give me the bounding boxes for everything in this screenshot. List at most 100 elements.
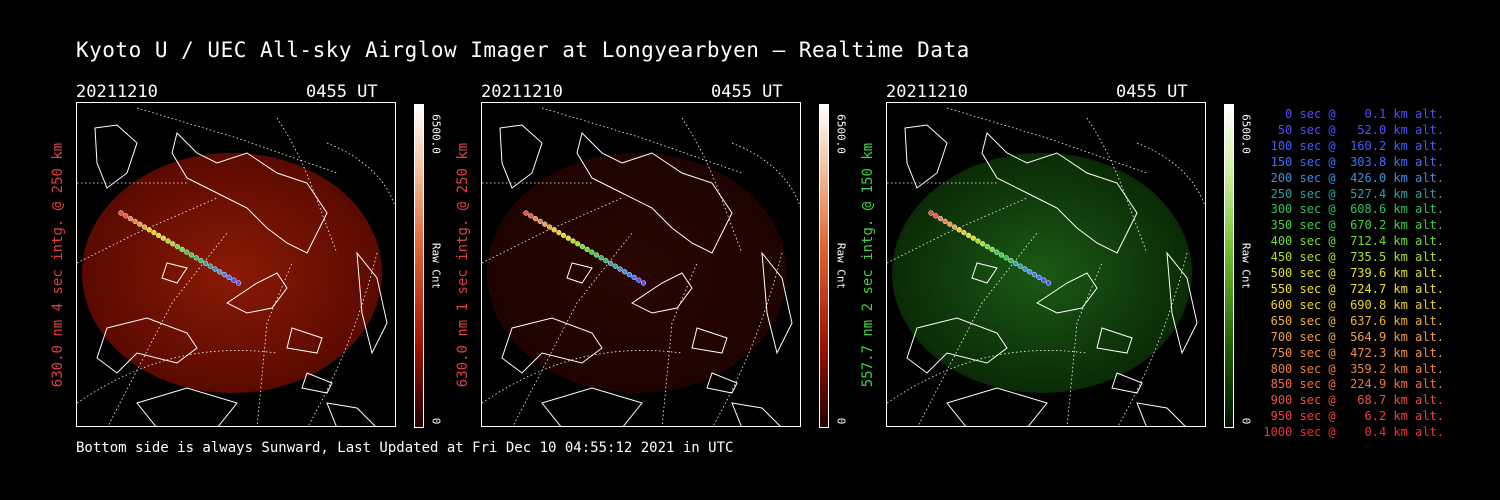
panel-date: 20211210 [76, 82, 158, 102]
colorbar-max-label: 6500.0 [834, 114, 848, 154]
legend-item: 350 sec @ 670.2 km alt. [1263, 218, 1444, 233]
coastline [731, 402, 781, 426]
trajectory-point [207, 263, 213, 269]
trajectory-point [165, 238, 171, 244]
trajectory-legend: 0 sec @ 0.1 km alt. 50 sec @ 52.0 km alt… [1262, 107, 1444, 441]
trajectory-point [127, 215, 134, 222]
trajectory-point [622, 269, 628, 275]
trajectory-point [1031, 271, 1038, 278]
graticule-line [731, 142, 800, 208]
trajectory-point [631, 274, 637, 281]
legend-item: 600 sec @ 690.8 km alt. [1263, 297, 1444, 312]
panel-time: 0455 UT [306, 82, 378, 102]
trajectory-point [947, 221, 953, 227]
coastline [1136, 402, 1186, 426]
coastline [906, 317, 1008, 374]
coastline [1166, 251, 1198, 355]
trajectory-point [961, 229, 967, 236]
graticule-line [541, 107, 743, 174]
panel-side-label: 630.0 nm 4 sec intg. @ 250 km [50, 142, 66, 387]
trajectory-point [579, 243, 586, 250]
page-title: Kyoto U / UEC All-sky Airglow Imager at … [76, 38, 970, 62]
coastline [761, 251, 793, 355]
trajectory-point [542, 221, 548, 227]
colorbar [819, 104, 829, 428]
coastline [326, 402, 376, 426]
panel-side-label: 557.7 nm 2 sec intg. @ 150 km [860, 142, 876, 387]
graticule-line [917, 232, 1038, 426]
trajectory-point [937, 215, 944, 222]
legend-item: 850 sec @ 224.9 km alt. [1263, 377, 1444, 392]
graticule-line [107, 232, 228, 426]
coastline [946, 387, 1048, 426]
trajectory-point [626, 271, 633, 278]
trajectory-point [155, 232, 162, 239]
legend-item: 100 sec @ 160.2 km alt. [1263, 138, 1444, 153]
trajectory-point [174, 243, 181, 250]
trajectory-point [994, 249, 1000, 255]
trajectory-point [1041, 277, 1047, 283]
graticule-line [887, 197, 1028, 264]
legend-item: 1000 sec @ 0.4 km alt. [1263, 425, 1444, 440]
allsky-image [76, 102, 396, 427]
coastline [499, 124, 543, 189]
graticule-line [136, 107, 338, 174]
colorbar-max-label: 6500.0 [1239, 114, 1253, 154]
sky-glow [82, 153, 382, 393]
trajectory-point [556, 229, 562, 236]
trajectory-point [179, 246, 185, 253]
trajectory-point [951, 224, 958, 230]
coastline [356, 251, 388, 355]
coastline [161, 262, 188, 284]
trajectory-point [575, 241, 581, 247]
trajectory-point [928, 210, 934, 216]
legend-item: 250 sec @ 527.4 km alt. [1263, 186, 1444, 201]
panel-date: 20211210 [481, 82, 563, 102]
trajectory-point [221, 271, 228, 278]
trajectory-point [617, 266, 623, 272]
coastline [981, 132, 1138, 254]
trajectory-point [193, 255, 199, 261]
allsky-image [886, 102, 1206, 427]
graticule-line [512, 232, 633, 426]
legend-item: 900 sec @ 68.7 km alt. [1263, 393, 1444, 408]
trajectory-point [523, 210, 529, 216]
coastline [691, 327, 728, 354]
trajectory-point [603, 257, 609, 264]
trajectory-point [989, 246, 995, 253]
legend-item: 450 sec @ 735.5 km alt. [1263, 250, 1444, 265]
colorbar [1224, 104, 1234, 428]
trajectory-point [235, 280, 242, 286]
trajectory-point [226, 274, 232, 281]
trajectory-point [184, 249, 190, 255]
trajectory-point [612, 263, 618, 269]
trajectory-point [589, 249, 595, 255]
trajectory-point [984, 243, 991, 250]
coastline [576, 132, 733, 254]
trajectory-point [212, 266, 218, 272]
sky-glow [487, 153, 787, 393]
colorbar-unit-label: Raw Cnt [429, 242, 443, 290]
colorbar-min-label: 0 [429, 417, 443, 425]
trajectory-point [1045, 280, 1052, 286]
trajectory-point [942, 218, 948, 225]
trajectory-point [607, 260, 614, 267]
coastline [94, 124, 138, 189]
colorbar-unit-label: Raw Cnt [834, 242, 848, 290]
trajectory-point [1022, 266, 1028, 272]
coastline [541, 387, 643, 426]
panel-time: 0455 UT [1116, 82, 1188, 102]
legend-item: 700 sec @ 564.9 km alt. [1263, 329, 1444, 344]
trajectory-point [1012, 260, 1019, 267]
trajectory-point [132, 218, 138, 225]
panel-side-label: 630.0 nm 1 sec intg. @ 250 km [455, 142, 471, 387]
graticule-line [1117, 252, 1188, 426]
graticule-line [307, 252, 378, 426]
coastline [136, 387, 238, 426]
coastline [1096, 327, 1133, 354]
coastline [1036, 272, 1098, 314]
trajectory-point [584, 246, 590, 253]
coastline [96, 317, 198, 374]
graticule-line [326, 142, 395, 208]
coastline [226, 272, 288, 314]
